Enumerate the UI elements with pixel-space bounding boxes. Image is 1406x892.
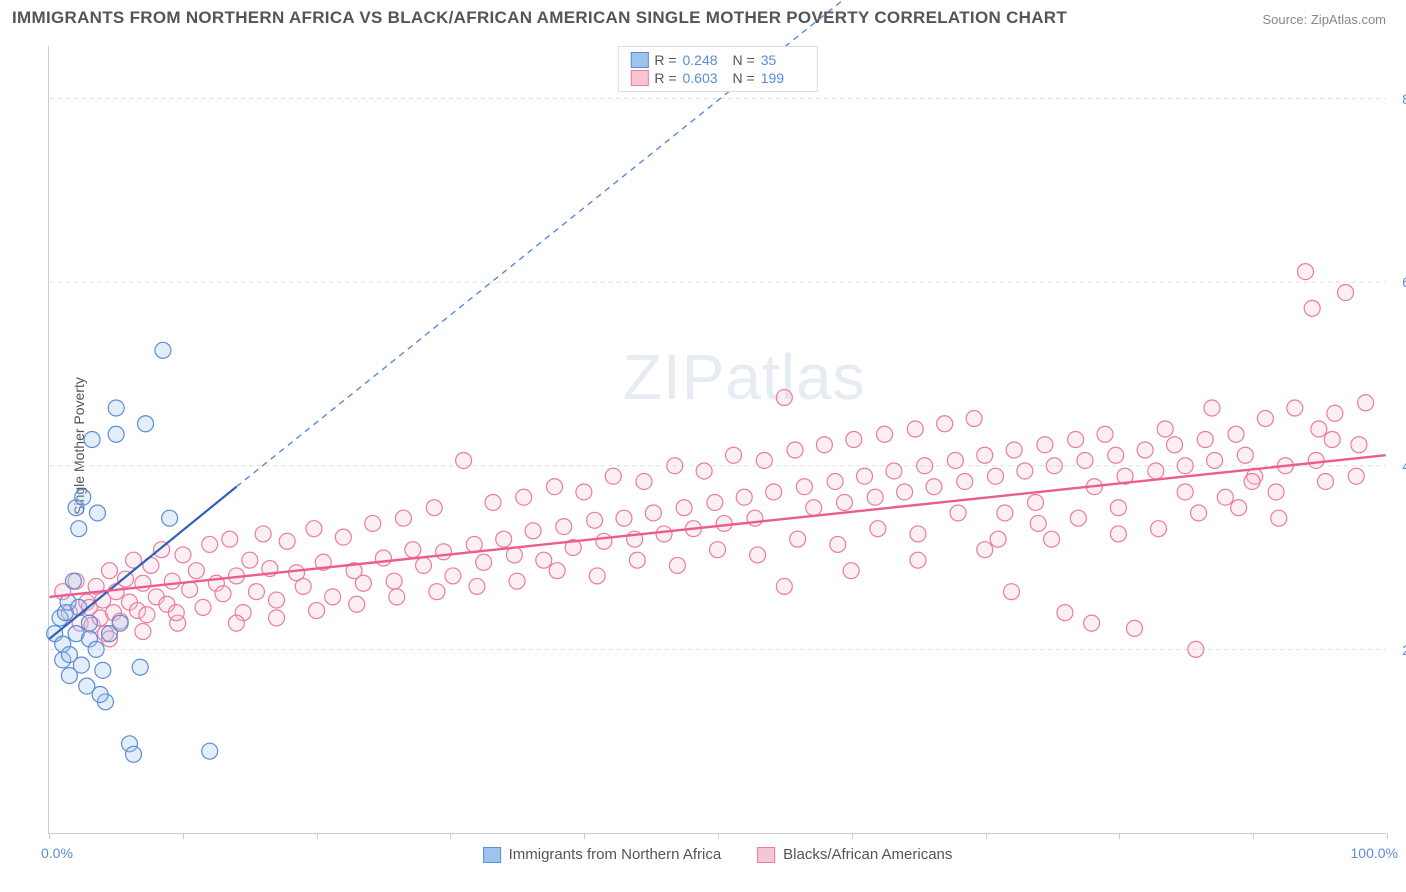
legend-swatch-1 (483, 847, 501, 863)
source-label: Source: ZipAtlas.com (1262, 12, 1386, 27)
n-label-1: N = (733, 52, 755, 68)
legend-item-2: Blacks/African Americans (757, 846, 952, 863)
y-tick-label: 45.0% (1402, 458, 1406, 474)
y-tick-label: 80.0% (1402, 91, 1406, 107)
x-tick (183, 833, 184, 839)
x-tick (852, 833, 853, 839)
x-tick (584, 833, 585, 839)
chart-title: IMMIGRANTS FROM NORTHERN AFRICA VS BLACK… (12, 8, 1067, 28)
x-tick (1253, 833, 1254, 839)
r-value-1: 0.248 (683, 52, 727, 68)
n-value-1: 35 (761, 52, 805, 68)
y-tick-label: 62.5% (1402, 274, 1406, 290)
n-value-2: 199 (761, 70, 805, 86)
legend-swatch-2 (757, 847, 775, 863)
x-tick (986, 833, 987, 839)
legend-label-1: Immigrants from Northern Africa (509, 846, 722, 863)
swatch-series-2 (630, 70, 648, 86)
n-label-2: N = (733, 70, 755, 86)
stats-row-1: R = 0.248 N = 35 (630, 51, 804, 69)
plot-area: ZIPatlas R = 0.248 N = 35 R = 0.603 N = … (48, 46, 1386, 834)
stats-row-2: R = 0.603 N = 199 (630, 69, 804, 87)
x-tick (1387, 833, 1388, 839)
x-tick-label-max: 100.0% (1351, 845, 1398, 861)
r-value-2: 0.603 (683, 70, 727, 86)
x-tick (718, 833, 719, 839)
bottom-legend: Immigrants from Northern Africa Blacks/A… (483, 846, 953, 863)
y-tick-label: 27.5% (1402, 642, 1406, 658)
r-label-1: R = (654, 52, 676, 68)
r-label-2: R = (654, 70, 676, 86)
x-tick (317, 833, 318, 839)
scatter-svg (49, 46, 1386, 833)
x-tick-label-min: 0.0% (41, 845, 73, 861)
legend-item-1: Immigrants from Northern Africa (483, 846, 722, 863)
swatch-series-1 (630, 52, 648, 68)
x-tick (450, 833, 451, 839)
x-tick (1119, 833, 1120, 839)
stats-legend-box: R = 0.248 N = 35 R = 0.603 N = 199 (617, 46, 817, 92)
x-tick (49, 833, 50, 839)
chart-container: IMMIGRANTS FROM NORTHERN AFRICA VS BLACK… (0, 0, 1406, 892)
legend-label-2: Blacks/African Americans (783, 846, 952, 863)
